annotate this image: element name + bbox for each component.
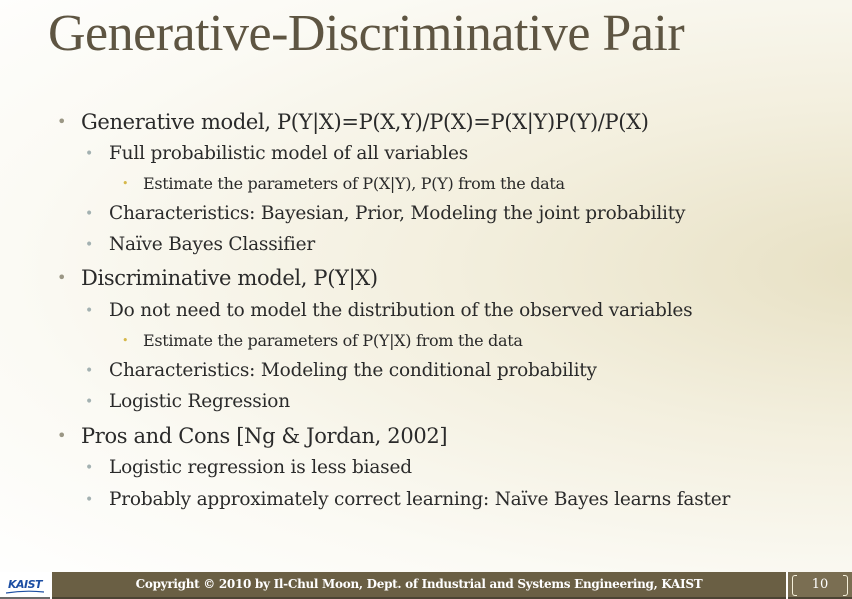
bullet-logistic-regression: • Logistic Regression [85,391,290,412]
bracket-left-icon [792,575,797,596]
bracket-right-icon [843,575,848,596]
kaist-logo: KAIST [0,572,50,599]
bullet-discriminative-model: • Discriminative model, P(Y|X) [57,266,378,290]
bullet-characteristics-generative: • Characteristics: Bayesian, Prior, Mode… [85,203,686,224]
bullet-dot-icon: • [85,146,94,162]
bullet-dot-icon: • [122,334,129,347]
copyright-text: Copyright © 2010 by Il-Chul Moon, Dept. … [135,577,703,591]
logo-swoosh-icon [6,590,44,594]
bullet-dot-icon: • [57,112,67,131]
bullet-dot-icon: • [85,206,94,222]
bullet-dot-icon: • [85,237,94,253]
bullet-dot-icon: • [57,426,67,445]
bullet-full-probabilistic: • Full probabilistic model of all variab… [85,143,468,164]
bullet-dot-icon: • [85,303,94,319]
bullet-pac-learning: • Probably approximately correct learnin… [85,489,731,510]
page-number: 10 [811,577,829,592]
bullet-estimate-discriminative: • Estimate the parameters of P(Y|X) from… [122,331,523,350]
bullet-do-not-need: • Do not need to model the distribution … [85,300,693,321]
bullet-pros-and-cons: • Pros and Cons [Ng & Jordan, 2002] [57,424,448,448]
slide-title: Generative-Discriminative Pair [48,5,685,62]
bullet-dot-icon: • [122,177,129,190]
bullet-dot-icon: • [85,460,94,476]
page-number-box: 10 [788,572,852,599]
bullet-dot-icon: • [85,363,94,379]
bullet-dot-icon: • [57,268,67,287]
bullet-naive-bayes: • Naïve Bayes Classifier [85,234,315,255]
footer-bar: Copyright © 2010 by Il-Chul Moon, Dept. … [52,572,786,599]
bullet-characteristics-discriminative: • Characteristics: Modeling the conditio… [85,360,597,381]
bullet-generative-model: • Generative model, P(Y|X)=P(X,Y)/P(X)=P… [57,110,649,134]
bullet-dot-icon: • [85,394,94,410]
bullet-dot-icon: • [85,492,94,508]
bullet-estimate-generative: • Estimate the parameters of P(X|Y), P(Y… [122,174,565,193]
slide-footer: KAIST Copyright © 2010 by Il-Chul Moon, … [0,572,852,599]
bullet-less-biased: • Logistic regression is less biased [85,457,412,478]
bullet-list: • Generative model, P(Y|X)=P(X,Y)/P(X)=P… [57,110,731,510]
